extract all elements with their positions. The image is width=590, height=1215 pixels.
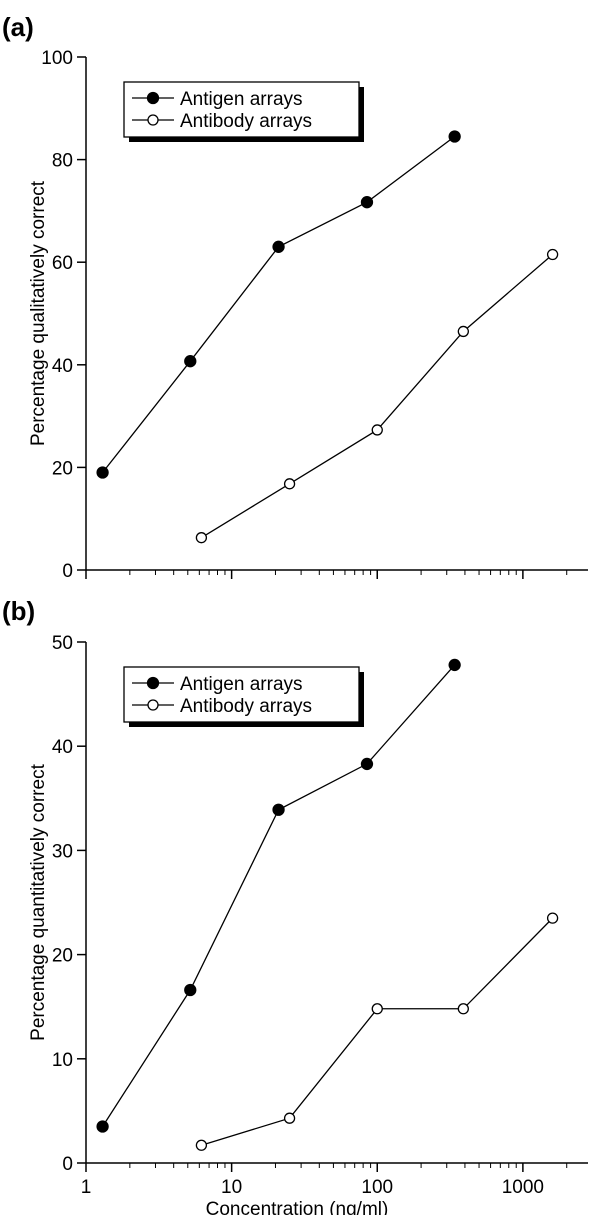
data-point-antigen — [360, 757, 374, 771]
data-point-antibody — [546, 912, 559, 924]
legend-label-antigen: Antigen arrays — [180, 674, 303, 695]
panel-label-a: (a) — [2, 12, 34, 42]
y-tick-label-a: 60 — [52, 253, 73, 274]
y-tick-label-a: 20 — [52, 458, 73, 479]
legend-label-antibody: Antibody arrays — [180, 111, 312, 132]
data-point-antibody — [195, 1139, 208, 1151]
y-tick-label-b: 20 — [52, 946, 73, 967]
data-point-antigen — [448, 130, 461, 143]
data-point-antigen — [448, 658, 461, 672]
data-point-antibody — [457, 325, 469, 338]
legend-marker — [147, 114, 159, 126]
legend-box — [123, 81, 360, 138]
panel-a: (a) 0 20 40 60 80 100 Percentage qualitatively … — [2, 12, 588, 582]
x-tick-label-b: 10 — [221, 1177, 242, 1198]
legend-label-antigen: Antigen arrays — [180, 89, 303, 110]
data-point-antibody — [283, 478, 296, 490]
y-tick-label-b: 50 — [52, 633, 73, 654]
y-tick-label-a: 0 — [62, 561, 73, 582]
data-point-antibody — [457, 1003, 469, 1015]
series-line-antigen — [102, 135, 456, 473]
y-tick-label-a: 40 — [52, 356, 73, 377]
data-point-antibody — [371, 1003, 383, 1015]
y-tick-label-a: 100 — [41, 48, 73, 69]
legend-marker — [146, 91, 160, 105]
panel-b: (b) 0 10 20 30 40 50 1 10 100 1000 Percentage quant… — [2, 596, 588, 1215]
series-line-antibody — [201, 254, 554, 539]
legend-marker — [146, 676, 160, 690]
y-tick-label-b: 30 — [52, 841, 73, 862]
data-point-antigen — [96, 466, 109, 479]
y-tick-label-a: 80 — [52, 151, 73, 172]
y-tick-label-b: 0 — [62, 1154, 73, 1175]
data-point-antibody — [195, 532, 208, 544]
y-axis-title-a: Percentage qualitatively correct — [28, 180, 49, 446]
x-tick-label-b: 1 — [81, 1177, 92, 1198]
panel-label-b: (b) — [2, 596, 35, 626]
x-tick-label-b: 1000 — [502, 1177, 544, 1198]
legend-box — [123, 666, 360, 723]
data-point-antigen — [184, 983, 197, 997]
data-point-antigen — [184, 355, 197, 368]
data-point-antibody — [283, 1112, 296, 1124]
y-axis-title-b: Percentage quantitatively correct — [28, 763, 49, 1040]
y-tick-label-b: 10 — [52, 1050, 73, 1071]
data-point-antibody — [371, 424, 383, 436]
data-point-antigen — [272, 803, 285, 816]
legend-marker — [147, 699, 159, 711]
data-point-antibody — [546, 248, 559, 261]
legend-label-antibody: Antibody arrays — [180, 696, 312, 717]
x-axis-title-b: Concentration (ng/ml) — [206, 1199, 389, 1215]
data-point-antigen — [272, 240, 285, 253]
series-line-antibody — [201, 917, 554, 1146]
x-tick-label-b: 100 — [361, 1177, 393, 1198]
y-tick-label-b: 40 — [52, 737, 73, 758]
series-line-antigen — [102, 664, 456, 1127]
data-point-antigen — [96, 1120, 109, 1133]
data-point-antigen — [360, 196, 374, 209]
